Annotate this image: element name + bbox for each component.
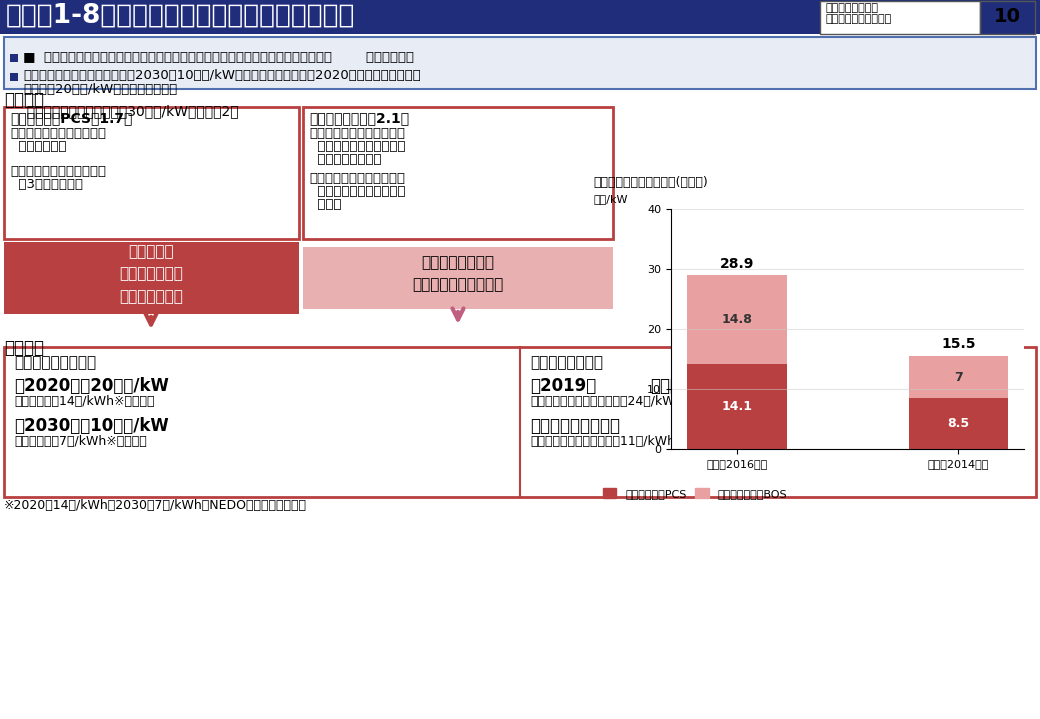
Text: 10: 10 — [993, 7, 1020, 27]
Text: ・住宅用は過剰な流通構造: ・住宅用は過剰な流通構造 — [10, 165, 106, 178]
Bar — [686, 365, 786, 449]
Text: 【現状】: 【現状】 — [4, 91, 44, 109]
Text: 【目標】: 【目標】 — [4, 339, 44, 357]
Text: モジュール・PCS：1.7倍: モジュール・PCS：1.7倍 — [10, 111, 132, 125]
Text: 太陽光発電競争力: 太陽光発電競争力 — [825, 3, 878, 13]
Text: 7: 7 — [954, 370, 963, 384]
Text: 日欧のシステム費用比較(非住宅): 日欧のシステム費用比較(非住宅) — [593, 176, 708, 189]
Text: （発電コスト14円/kWh※に相当）: （発電コスト14円/kWh※に相当） — [14, 395, 155, 408]
Text: このため、非住宅については、2030年10万円/kW、住宅用については、2020年以降できるだけ早: このため、非住宅については、2030年10万円/kW、住宅用については、2020… — [23, 69, 421, 82]
Bar — [10, 54, 18, 62]
Text: 工事費・架台等：2.1倍: 工事費・架台等：2.1倍 — [309, 111, 409, 125]
Bar — [4, 107, 300, 239]
Text: 現行のシステム費用は、約30万円/kWで欧州の2倍: 現行のシステム費用は、約30万円/kWで欧州の2倍 — [18, 104, 238, 118]
Text: ＜非住宅用太陽光＞: ＜非住宅用太陽光＞ — [14, 355, 96, 370]
Text: （売電価格が電力市場価格11円/kWh並み）: （売電価格が電力市場価格11円/kWh並み） — [530, 435, 698, 448]
Legend: モジュール・PCS, 工事費・架台・BOS: モジュール・PCS, 工事費・架台・BOS — [599, 484, 791, 503]
Bar — [10, 73, 18, 81]
Bar — [686, 275, 786, 365]
Text: 14.8: 14.8 — [722, 313, 752, 326]
Bar — [303, 247, 613, 309]
Text: 30万円/kW: 30万円/kW — [650, 377, 758, 395]
Text: ・太陽光専門の施工事業者: ・太陽光専門の施工事業者 — [309, 127, 405, 140]
Text: 20万円/kW: 20万円/kW — [716, 417, 794, 435]
Text: 地環境による工事・架台: 地環境による工事・架台 — [309, 185, 406, 198]
Text: ・2019年: ・2019年 — [530, 377, 596, 395]
Bar — [4, 347, 1036, 497]
Text: ・国際流通商品でも内外価: ・国際流通商品でも内外価 — [10, 127, 106, 140]
Text: ・出来るだけ早期に: ・出来るだけ早期に — [530, 417, 620, 435]
Bar — [909, 356, 1009, 398]
Text: ＜住宅用太陽光＞: ＜住宅用太陽光＞ — [530, 355, 603, 370]
Text: 万円/kW: 万円/kW — [593, 193, 627, 203]
Text: も少なく、工法等が最適: も少なく、工法等が最適 — [309, 140, 406, 153]
Text: 競争促進と
技術開発により
国際価格に収斂: 競争促進と 技術開発により 国際価格に収斂 — [119, 244, 183, 303]
Bar — [303, 107, 613, 239]
Text: （売電価格が家庭用電力料金24円/kWh並み）: （売電価格が家庭用電力料金24円/kWh並み） — [530, 395, 705, 408]
Text: 28.9: 28.9 — [720, 257, 754, 270]
Bar — [0, 0, 1040, 34]
Text: 15.5: 15.5 — [941, 337, 976, 351]
Text: 8.5: 8.5 — [947, 417, 969, 430]
Bar — [4, 37, 1036, 89]
Text: 強化研究会とりまとめ: 強化研究会とりまとめ — [825, 14, 891, 24]
Text: 格差が存在。: 格差が存在。 — [10, 140, 67, 153]
Text: 化されていない。: 化されていない。 — [309, 153, 382, 166]
Bar — [820, 1, 980, 34]
Text: い時期に20万円/kWの達成を目指す。: い時期に20万円/kWの達成を目指す。 — [23, 83, 177, 96]
Text: ■  欧州の約２倍のシステム費用を大幅に引き下げ、市場価格水準をそれぞれ達成。        （＝自立化）: ■ 欧州の約２倍のシステム費用を大幅に引き下げ、市場価格水準をそれぞれ達成。 （… — [23, 51, 414, 64]
Text: で3倍の価格差。: で3倍の価格差。 — [10, 178, 83, 191]
Bar — [4, 242, 300, 314]
Text: 費増。: 費増。 — [309, 198, 341, 211]
Text: 工法等の最適化、
技術開発等により低減: 工法等の最適化、 技術開発等により低減 — [413, 255, 503, 293]
Text: ・2030年　10万円/kW: ・2030年 10万円/kW — [14, 417, 168, 435]
Bar — [980, 1, 1035, 34]
Text: 14.1: 14.1 — [722, 400, 752, 413]
Text: ※2020年14円/kWh、2030年7円/kWhはNEDO技術開発戦略目標: ※2020年14円/kWh、2030年7円/kWhはNEDO技術開発戦略目標 — [4, 499, 307, 512]
Text: ・2020年　20万円/kW: ・2020年 20万円/kW — [14, 377, 168, 395]
Text: （発電コスト7円/kWh※に相当）: （発電コスト7円/kWh※に相当） — [14, 435, 147, 448]
Text: ・日本特有の災害対応や土: ・日本特有の災害対応や土 — [309, 172, 405, 185]
Text: （参考1-8）太陽光発電のコスト低減イメージ: （参考1-8）太陽光発電のコスト低減イメージ — [6, 3, 356, 29]
Bar — [909, 398, 1009, 449]
